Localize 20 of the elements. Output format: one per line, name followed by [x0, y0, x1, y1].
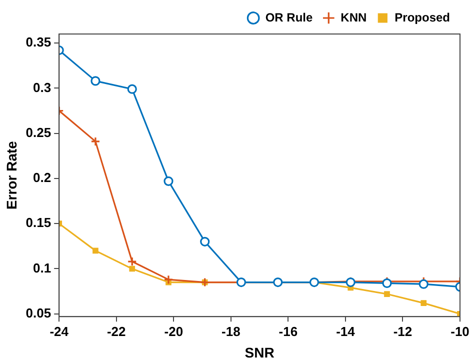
- y-tick-label: 0.35: [26, 34, 52, 50]
- y-tick-label: 0.3: [33, 80, 52, 95]
- x-tick-label: -22: [106, 324, 126, 339]
- y-tick-label: 0.05: [26, 305, 52, 320]
- y-tick-label: 0.25: [26, 124, 52, 140]
- x-tick-label: -24: [50, 324, 70, 339]
- legend-label: Proposed: [394, 10, 450, 24]
- y-tick-label: 0.2: [33, 170, 52, 186]
- x-tick-label: -14: [336, 324, 356, 339]
- x-tick-label: -10: [450, 324, 470, 339]
- legend-label: OR Rule: [265, 10, 313, 24]
- x-tick-label: -20: [164, 324, 184, 339]
- x-axis-title: SNR: [244, 344, 274, 360]
- y-tick-label: 0.15: [26, 215, 52, 230]
- y-axis-title: Error Rate: [3, 140, 20, 210]
- y-tick-label: 0.1: [33, 260, 52, 276]
- legend-label: KNN: [340, 10, 367, 24]
- x-tick-label: -16: [278, 324, 298, 339]
- x-tick-label: -18: [222, 324, 240, 339]
- x-tick-label: -12: [393, 324, 412, 339]
